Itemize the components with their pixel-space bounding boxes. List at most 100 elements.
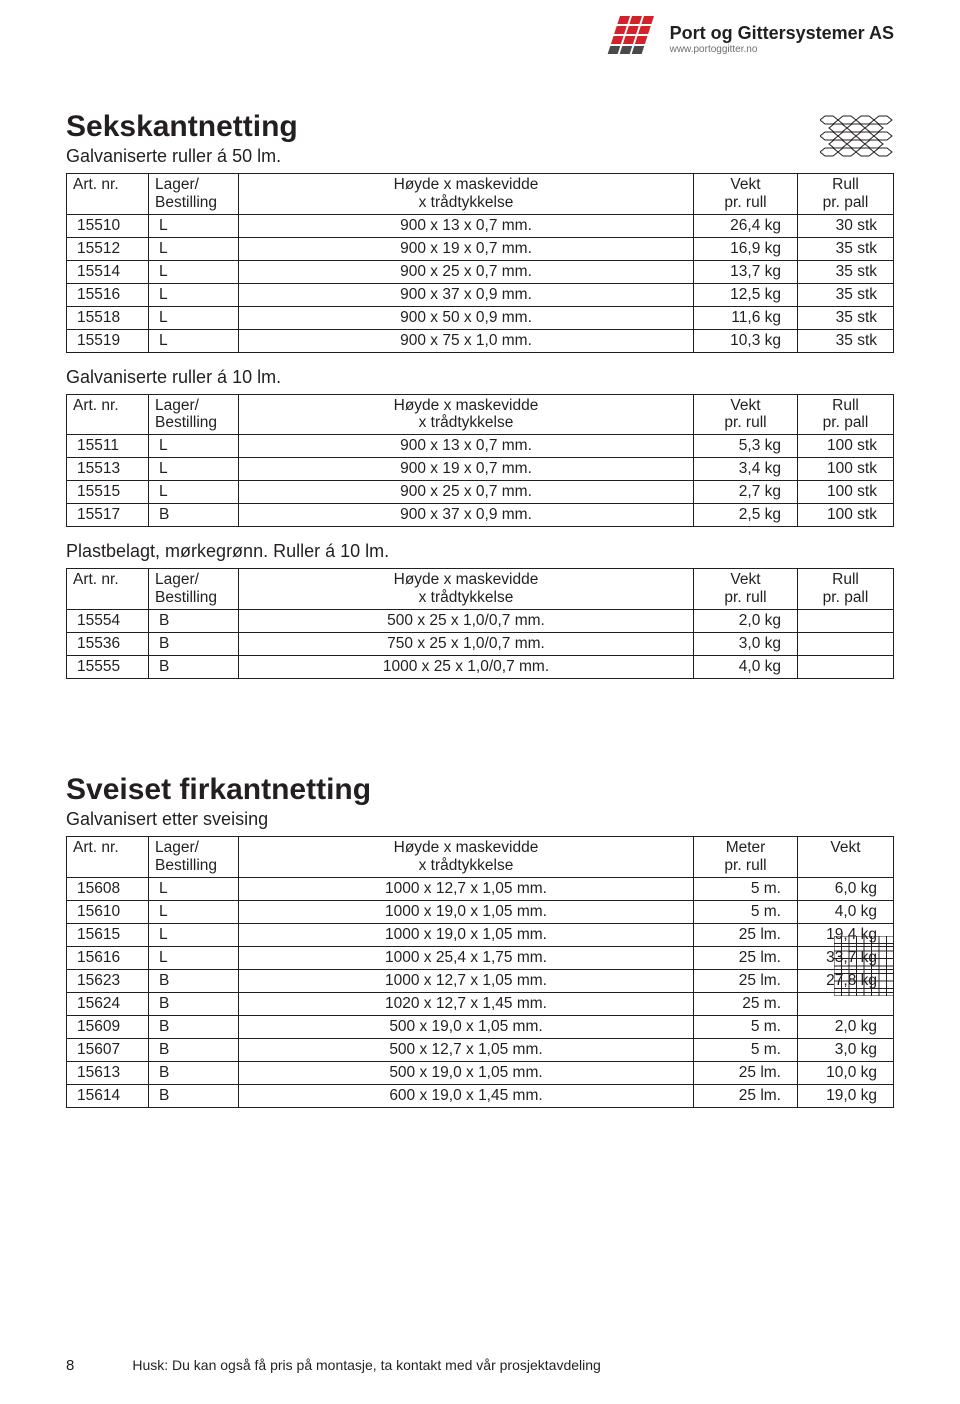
cell-art: 15518 [67, 306, 149, 329]
table-row: 15623 B 1000 x 12,7 x 1,05 mm. 25 lm. 27… [67, 969, 894, 992]
table-row: 15610 L 1000 x 19,0 x 1,05 mm. 5 m. 4,0 … [67, 900, 894, 923]
cell-art: 15511 [67, 435, 149, 458]
cell-meter: 5 m. [694, 1015, 798, 1038]
cell-vekt: 2,7 kg [694, 481, 798, 504]
cell-lager: B [149, 1084, 239, 1107]
cell-dim: 750 x 25 x 1,0/0,7 mm. [239, 632, 694, 655]
cell-art: 15623 [67, 969, 149, 992]
table-row: 15616 L 1000 x 25,4 x 1,75 mm. 25 lm. 33… [67, 946, 894, 969]
cell-art: 15510 [67, 214, 149, 237]
table-row: 15517 B 900 x 37 x 0,9 mm. 2,5 kg 100 st… [67, 504, 894, 527]
table-row: 15554 B 500 x 25 x 1,0/0,7 mm. 2,0 kg [67, 609, 894, 632]
cell-vekt: 4,0 kg [694, 655, 798, 678]
cell-dim: 1000 x 19,0 x 1,05 mm. [239, 900, 694, 923]
table-row: 15555 B 1000 x 25 x 1,0/0,7 mm. 4,0 kg [67, 655, 894, 678]
section1-sub1: Galvaniserte ruller á 50 lm. [66, 146, 894, 167]
table-row: 15516 L 900 x 37 x 0,9 mm. 12,5 kg 35 st… [67, 283, 894, 306]
table-row: 15515 L 900 x 25 x 0,7 mm. 2,7 kg 100 st… [67, 481, 894, 504]
cell-lager: L [149, 306, 239, 329]
cell-art: 15519 [67, 329, 149, 352]
table-row: 15512 L 900 x 19 x 0,7 mm. 16,9 kg 35 st… [67, 237, 894, 260]
cell-vekt: 3,0 kg [694, 632, 798, 655]
cell-art: 15608 [67, 877, 149, 900]
table-row: 15536 B 750 x 25 x 1,0/0,7 mm. 3,0 kg [67, 632, 894, 655]
table-row: 15514 L 900 x 25 x 0,7 mm. 13,7 kg 35 st… [67, 260, 894, 283]
cell-dim: 1000 x 25 x 1,0/0,7 mm. [239, 655, 694, 678]
cell-art: 15517 [67, 504, 149, 527]
table-plast: Art. nr. Lager/Bestilling Høyde x maskev… [66, 568, 894, 679]
cell-rull: 100 stk [798, 481, 894, 504]
grid-mesh-icon [834, 936, 894, 1001]
cell-vekt: 10,3 kg [694, 329, 798, 352]
cell-lager: B [149, 655, 239, 678]
page-footer: 8 Husk: Du kan også få pris på montasje,… [66, 1357, 894, 1374]
th-lager: Lager/ [155, 176, 199, 193]
table-row: 15607 B 500 x 12,7 x 1,05 mm. 5 m. 3,0 k… [67, 1038, 894, 1061]
footer-note: Husk: Du kan også få pris på montasje, t… [132, 1357, 600, 1373]
cell-dim: 900 x 19 x 0,7 mm. [239, 237, 694, 260]
cell-art: 15616 [67, 946, 149, 969]
cell-meter: 25 lm. [694, 1061, 798, 1084]
cell-lager: L [149, 458, 239, 481]
cell-art: 15624 [67, 992, 149, 1015]
cell-art: 15514 [67, 260, 149, 283]
cell-meter: 5 m. [694, 900, 798, 923]
cell-lager: B [149, 992, 239, 1015]
cell-lager: L [149, 283, 239, 306]
cell-art: 15613 [67, 1061, 149, 1084]
table-row: 15519 L 900 x 75 x 1,0 mm. 10,3 kg 35 st… [67, 329, 894, 352]
cell-dim: 500 x 19,0 x 1,05 mm. [239, 1061, 694, 1084]
cell-meter: 25 lm. [694, 1084, 798, 1107]
cell-dim: 900 x 37 x 0,9 mm. [239, 504, 694, 527]
cell-vekt: 4,0 kg [798, 900, 894, 923]
cell-rull: 35 stk [798, 260, 894, 283]
cell-art: 15513 [67, 458, 149, 481]
cell-dim: 900 x 25 x 0,7 mm. [239, 260, 694, 283]
table-50lm: Art. nr. Lager/Bestilling Høyde x maskev… [66, 173, 894, 353]
th-rull: Rull [832, 176, 859, 193]
cell-lager: L [149, 260, 239, 283]
cell-meter: 25 lm. [694, 946, 798, 969]
cell-vekt: 5,3 kg [694, 435, 798, 458]
cell-art: 15609 [67, 1015, 149, 1038]
cell-art: 15614 [67, 1084, 149, 1107]
cell-lager: B [149, 1038, 239, 1061]
cell-lager: B [149, 609, 239, 632]
cell-dim: 500 x 25 x 1,0/0,7 mm. [239, 609, 694, 632]
cell-lager: L [149, 435, 239, 458]
cell-vekt: 16,9 kg [694, 237, 798, 260]
table-row: 15511 L 900 x 13 x 0,7 mm. 5,3 kg 100 st… [67, 435, 894, 458]
cell-dim: 1000 x 19,0 x 1,05 mm. [239, 923, 694, 946]
section1-sub3: Plastbelagt, mørkegrønn. Ruller á 10 lm. [66, 541, 894, 562]
cell-lager: L [149, 900, 239, 923]
cell-lager: B [149, 1015, 239, 1038]
cell-dim: 900 x 50 x 0,9 mm. [239, 306, 694, 329]
cell-art: 15610 [67, 900, 149, 923]
cell-vekt: 2,5 kg [694, 504, 798, 527]
th-art: Art. nr. [73, 176, 119, 193]
logo-company-name: Port og Gittersystemer AS [670, 23, 894, 44]
cell-meter: 25 m. [694, 992, 798, 1015]
cell-lager: L [149, 481, 239, 504]
cell-dim: 900 x 13 x 0,7 mm. [239, 214, 694, 237]
table-row: 15513 L 900 x 19 x 0,7 mm. 3,4 kg 100 st… [67, 458, 894, 481]
cell-dim: 900 x 25 x 0,7 mm. [239, 481, 694, 504]
cell-rull: 35 stk [798, 237, 894, 260]
cell-art: 15515 [67, 481, 149, 504]
company-logo: Port og Gittersystemer AS www.portoggitt… [600, 16, 894, 62]
cell-art: 15512 [67, 237, 149, 260]
cell-meter: 5 m. [694, 877, 798, 900]
cell-rull [798, 632, 894, 655]
cell-dim: 1000 x 25,4 x 1,75 mm. [239, 946, 694, 969]
hex-mesh-icon [820, 114, 894, 163]
cell-rull: 100 stk [798, 504, 894, 527]
cell-vekt: 26,4 kg [694, 214, 798, 237]
cell-art: 15516 [67, 283, 149, 306]
cell-vekt: 3,0 kg [798, 1038, 894, 1061]
cell-rull [798, 655, 894, 678]
cell-rull: 30 stk [798, 214, 894, 237]
logo-url: www.portoggitter.no [670, 44, 894, 55]
table-row: 15518 L 900 x 50 x 0,9 mm. 11,6 kg 35 st… [67, 306, 894, 329]
cell-dim: 900 x 19 x 0,7 mm. [239, 458, 694, 481]
cell-art: 15554 [67, 609, 149, 632]
